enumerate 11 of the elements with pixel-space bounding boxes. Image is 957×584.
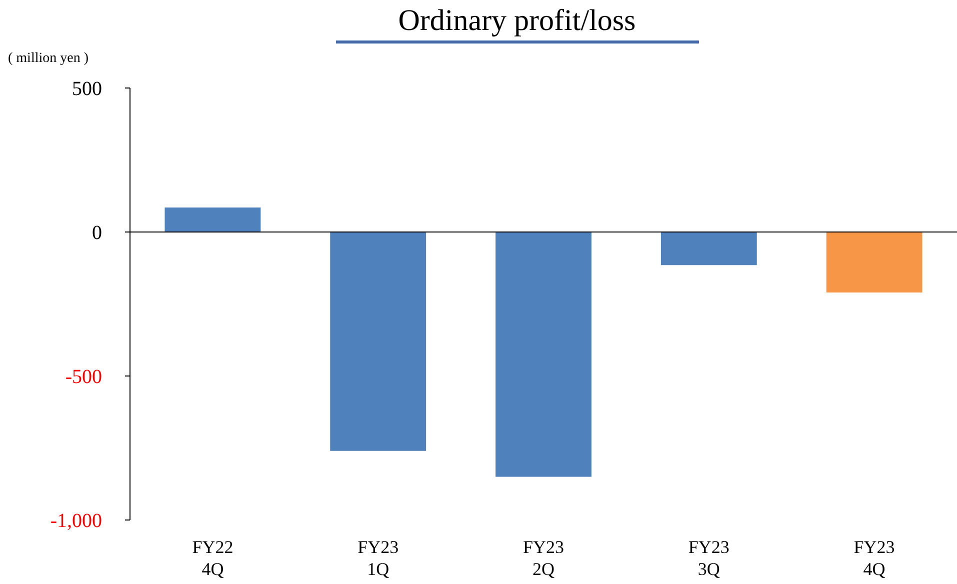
y-tick-label: -1,000 xyxy=(50,510,102,532)
chart-title: Ordinary profit/loss xyxy=(398,4,636,37)
x-tick-label: FY23 4Q xyxy=(854,537,895,579)
y-axis-title: ( million yen ) xyxy=(8,51,89,66)
x-tick-label: FY22 4Q xyxy=(192,537,234,579)
x-tick-label: FY23 3Q xyxy=(688,537,730,579)
y-tick-label: -500 xyxy=(65,366,102,388)
x-tick-label: FY23 2Q xyxy=(522,537,564,579)
x-tick-label: FY23 1Q xyxy=(358,537,399,579)
y-tick-label: 500 xyxy=(72,78,102,100)
y-tick-label: 0 xyxy=(92,222,102,244)
